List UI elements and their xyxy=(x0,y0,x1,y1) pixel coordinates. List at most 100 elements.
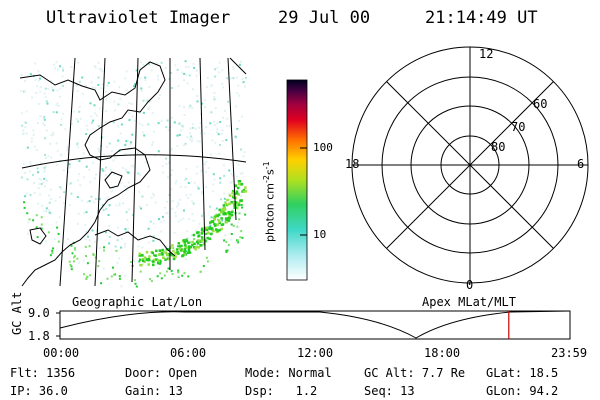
emission-pixel xyxy=(186,82,189,85)
emission-pixel xyxy=(213,98,216,101)
emission-pixel xyxy=(196,239,199,242)
info-dsp: Dsp: 1.2 xyxy=(245,384,318,398)
emission-pixel xyxy=(114,156,117,159)
emission-pixel xyxy=(140,61,143,64)
emission-pixel xyxy=(172,247,175,250)
emission-pixel xyxy=(60,123,63,126)
emission-pixel xyxy=(210,84,213,87)
emission-pixel xyxy=(178,133,181,136)
emission-pixel xyxy=(164,67,167,69)
emission-pixel xyxy=(77,146,80,149)
info-flt: Flt: 1356 xyxy=(10,366,76,380)
emission-pixel xyxy=(189,193,192,196)
emission-pixel xyxy=(36,85,39,88)
emission-pixel xyxy=(184,185,187,188)
emission-pixel xyxy=(199,122,202,125)
emission-pixel xyxy=(198,239,201,242)
emission-pixel xyxy=(106,196,109,199)
emission-pixel xyxy=(95,173,98,176)
emission-pixel xyxy=(124,274,127,277)
emission-pixel xyxy=(179,185,182,188)
emission-pixel xyxy=(142,99,145,102)
emission-pixel xyxy=(43,170,46,173)
emission-pixel xyxy=(147,257,151,261)
emission-pixel xyxy=(152,222,155,225)
emission-pixel xyxy=(149,278,152,281)
emission-pixel xyxy=(46,102,49,105)
emission-pixel xyxy=(120,123,123,126)
emission-pixel xyxy=(191,200,194,203)
emission-pixel xyxy=(183,253,186,256)
emission-pixel xyxy=(43,177,46,180)
emission-pixel xyxy=(212,229,215,233)
emission-pixel xyxy=(225,249,228,252)
emission-pixel xyxy=(135,69,138,72)
emission-pixel xyxy=(125,140,128,142)
emission-pixel xyxy=(183,106,186,109)
emission-pixel xyxy=(76,90,79,92)
emission-pixel xyxy=(127,140,130,143)
emission-pixel xyxy=(215,207,218,210)
emission-pixel xyxy=(39,77,41,80)
emission-pixel xyxy=(144,79,147,82)
emission-pixel xyxy=(235,175,238,178)
emission-pixel xyxy=(190,234,193,237)
emission-pixel xyxy=(209,221,212,224)
emission-pixel xyxy=(112,159,115,162)
emission-pixel xyxy=(146,204,149,206)
emission-pixel xyxy=(183,72,186,75)
emission-pixel xyxy=(220,209,224,212)
emission-pixel xyxy=(230,201,233,204)
emission-pixel xyxy=(27,221,30,224)
emission-pixel xyxy=(71,252,74,255)
emission-pixel xyxy=(42,117,45,120)
emission-pixel xyxy=(76,257,79,260)
emission-pixel xyxy=(134,83,137,86)
emission-pixel xyxy=(39,193,42,196)
emission-pixel xyxy=(86,276,89,278)
emission-pixel xyxy=(109,168,112,171)
emission-pixel xyxy=(191,243,194,247)
emission-pixel xyxy=(186,230,189,233)
emission-pixel xyxy=(214,141,217,144)
emission-pixel xyxy=(208,237,211,240)
emission-pixel xyxy=(209,232,213,236)
emission-pixel xyxy=(122,202,125,205)
emission-pixel xyxy=(66,145,69,148)
emission-pixel xyxy=(139,258,142,261)
emission-pixel xyxy=(107,214,110,216)
emission-pixel xyxy=(94,240,96,243)
emission-pixel xyxy=(147,185,150,188)
emission-pixel xyxy=(139,77,142,80)
emission-pixel xyxy=(238,120,241,122)
emission-pixel xyxy=(96,238,99,241)
emission-pixel xyxy=(178,245,182,248)
emission-pixel xyxy=(72,260,75,263)
emission-pixel xyxy=(176,250,179,254)
emission-pixel xyxy=(86,262,89,265)
emission-pixel xyxy=(236,192,239,195)
emission-pixel xyxy=(189,138,192,141)
emission-pixel xyxy=(67,238,69,240)
emission-pixel xyxy=(128,119,131,121)
emission-pixel xyxy=(97,265,100,268)
info-gain: Gain: 13 xyxy=(125,384,183,398)
emission-pixel xyxy=(160,277,163,280)
emission-pixel xyxy=(241,77,244,80)
emission-pixel xyxy=(177,269,180,272)
emission-pixel xyxy=(159,220,162,223)
emission-pixel xyxy=(97,83,100,86)
emission-pixel xyxy=(221,223,225,226)
info-gcalt: GC Alt: 7.7 Re xyxy=(364,366,466,380)
emission-pixel xyxy=(238,180,242,183)
emission-pixel xyxy=(197,187,200,190)
emission-pixel xyxy=(70,244,73,247)
emission-pixel xyxy=(187,241,190,244)
emission-pixel xyxy=(81,76,84,79)
emission-pixel xyxy=(55,104,58,107)
emission-pixel xyxy=(232,68,235,70)
emission-pixel xyxy=(83,273,85,276)
emission-pixel xyxy=(152,239,155,242)
emission-pixel xyxy=(32,173,35,176)
emission-pixel xyxy=(175,179,178,182)
